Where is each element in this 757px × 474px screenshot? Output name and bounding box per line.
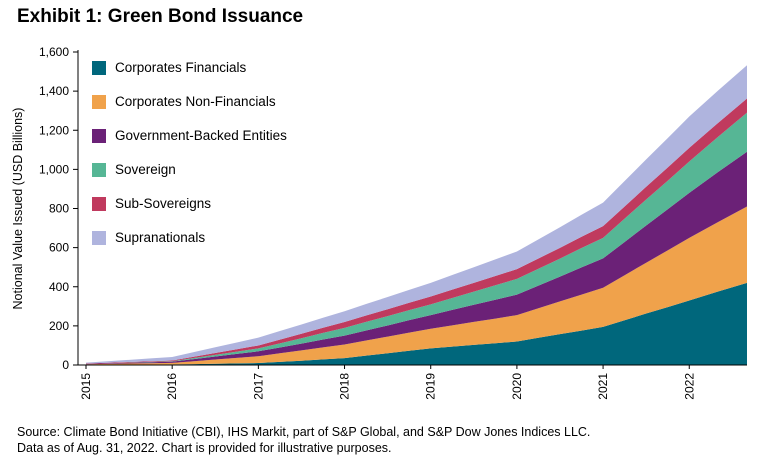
legend-item-3: Sovereign [92,162,287,177]
x-tick-label: 2021 [596,373,610,400]
y-tick-label: 200 [49,319,69,333]
legend-swatch-icon [92,196,106,211]
x-tick-label: 2015 [79,373,93,400]
legend-label: Sub-Sovereigns [115,196,212,211]
area-band-0 [86,282,747,365]
legend-label: Government-Backed Entities [115,128,287,143]
legend-swatch-icon [92,162,106,177]
x-tick-label: 2016 [165,373,179,400]
y-tick-label: 1,400 [39,84,69,98]
source-note: Source: Climate Bond Initiative (CBI), I… [17,424,590,457]
legend-item-4: Sub-Sovereigns [92,196,287,211]
legend-swatch-icon [92,230,106,245]
source-line-1: Source: Climate Bond Initiative (CBI), I… [17,425,591,439]
legend-swatch-icon [92,128,106,143]
legend-label: Sovereign [115,162,176,177]
y-tick-label: 0 [62,358,69,372]
y-tick-label: 800 [49,202,69,216]
chart-title: Exhibit 1: Green Bond Issuance [17,6,304,27]
x-tick-label: 2022 [682,373,696,400]
legend-item-5: Supranationals [92,230,287,245]
x-tick-label: 2019 [424,373,438,400]
x-tick-label: 2018 [338,373,352,400]
source-line-2: Data as of Aug. 31, 2022. Chart is provi… [17,441,392,456]
x-tick-label: 2020 [510,373,524,400]
legend-label: Corporates Non-Financials [115,94,276,109]
legend-item-0: Corporates Financials [92,60,287,75]
area-band-2 [86,151,747,365]
chart-legend: Corporates Financials Corporates Non-Fina… [92,60,287,245]
legend-item-2: Government-Backed Entities [92,128,287,143]
y-axis-title: Notional Value Issued (USD Billions) [11,108,25,310]
legend-label: Corporates Financials [115,60,247,75]
y-tick-label: 600 [49,241,69,255]
x-tick-label: 2017 [251,373,265,400]
y-tick-label: 1,000 [39,162,69,176]
legend-swatch-icon [92,60,106,75]
legend-swatch-icon [92,94,106,109]
area-band-5 [86,65,747,364]
area-band-3 [86,112,747,364]
legend-item-1: Corporates Non-Financials [92,94,287,109]
y-tick-label: 400 [49,280,69,294]
legend-label: Supranationals [115,230,206,245]
y-tick-label: 1,600 [39,45,69,59]
area-band-1 [86,206,747,365]
y-tick-label: 1,200 [39,123,69,137]
